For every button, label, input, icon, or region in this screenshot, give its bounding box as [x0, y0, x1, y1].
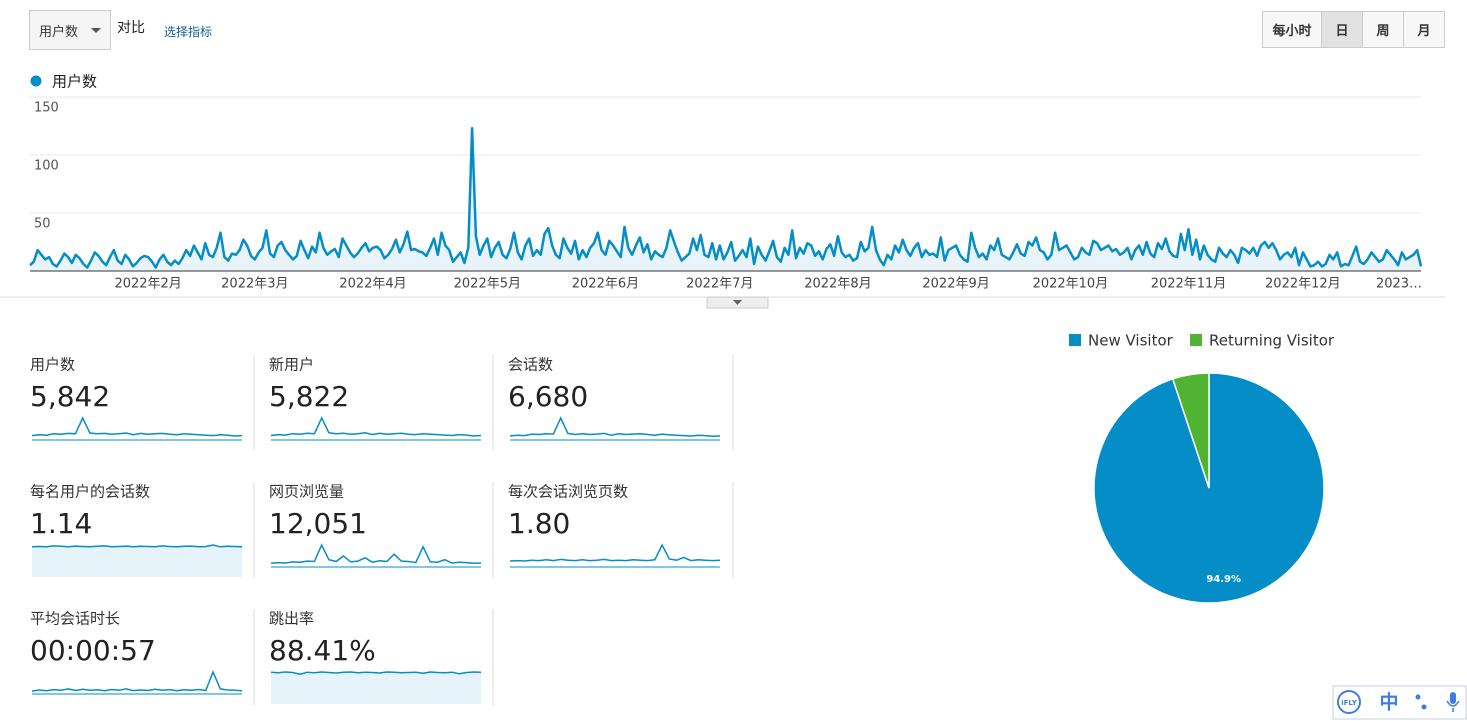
- sparkline: [270, 416, 482, 437]
- line: [29, 127, 1423, 269]
- sparkline: [509, 543, 721, 562]
- y-tick-label: 50: [34, 217, 51, 232]
- scorecard-label: 每次会话浏览页数: [508, 483, 628, 501]
- scorecard-label: 跳出率: [269, 610, 314, 628]
- legend-dot: [30, 75, 42, 87]
- x-tick-label: 2022年8月: [804, 277, 871, 292]
- legend-label: New Visitor: [1088, 332, 1174, 350]
- x-tick-label: 2022年10月: [1033, 277, 1109, 292]
- ime-mic[interactable]: [1450, 692, 1456, 704]
- scorecard-label: 平均会话时长: [30, 610, 120, 628]
- compare-label: 对比: [117, 20, 145, 36]
- scorecard-label: 用户数: [30, 356, 75, 374]
- y-tick-label: 150: [34, 101, 59, 116]
- sparkline: [509, 416, 721, 438]
- data-label: 94.9%: [1206, 574, 1241, 585]
- sparkline: [31, 544, 243, 548]
- legend-label: 用户数: [52, 73, 97, 91]
- period-button[interactable]: 周: [1362, 11, 1404, 48]
- dropdown-arrow: [91, 28, 101, 38]
- pie-slice: [1171, 372, 1210, 489]
- scorecard-value: 5,842: [30, 380, 110, 413]
- spark-area: [32, 545, 242, 577]
- x-tick-label: 2022年4月: [339, 277, 406, 292]
- period-button[interactable]: 日: [1321, 11, 1363, 48]
- x-tick-label: 2023…: [1376, 277, 1422, 292]
- scorecard-value: 12,051: [269, 507, 367, 540]
- ime-mic-stand: [1446, 700, 1460, 712]
- legend-label: Returning Visitor: [1209, 332, 1335, 350]
- sparkline: [31, 670, 243, 692]
- scorecard-value: 00:00:57: [30, 634, 156, 667]
- select-metric-link[interactable]: 选择指标: [164, 25, 213, 39]
- sparkline: [31, 416, 243, 437]
- collapse-arrow: [733, 300, 742, 305]
- metric-dropdown[interactable]: 用户数: [29, 10, 111, 50]
- scorecard-value: 5,822: [269, 380, 349, 413]
- ime-punct-icon: [1421, 704, 1427, 710]
- scorecard-value: 1.14: [30, 507, 92, 540]
- legend-swatch: [1190, 334, 1202, 346]
- scorecard-label: 会话数: [508, 356, 553, 374]
- y-tick-label: 100: [34, 159, 59, 174]
- scorecard-label: 新用户: [269, 356, 314, 374]
- x-tick-label: 2022年5月: [454, 277, 521, 292]
- ime-punct-icon[interactable]: [1415, 694, 1421, 700]
- x-tick-label: 2022年11月: [1151, 277, 1227, 292]
- scorecard-value: 88.41%: [269, 634, 376, 667]
- legend-swatch: [1069, 334, 1081, 346]
- period-button[interactable]: 月: [1403, 11, 1445, 48]
- ime-toolbar: [1332, 685, 1467, 720]
- x-tick-label: 2022年2月: [114, 277, 181, 292]
- ime-logo-ring: [1337, 690, 1361, 714]
- spark-area: [271, 672, 481, 704]
- sparkline: [270, 671, 482, 675]
- x-tick-label: 2022年6月: [572, 277, 639, 292]
- scorecard-label: 每名用户的会话数: [30, 483, 150, 501]
- period-button[interactable]: 每小时: [1262, 11, 1322, 48]
- x-tick-label: 2022年7月: [686, 277, 753, 292]
- scorecard-value: 1.80: [508, 507, 570, 540]
- x-tick-label: 2022年9月: [922, 277, 989, 292]
- sparkline: [270, 543, 482, 565]
- dropdown-label: 用户数: [39, 24, 79, 40]
- x-tick-label: 2022年12月: [1265, 277, 1341, 292]
- x-tick-label: 2022年3月: [221, 277, 288, 292]
- scorecard-label: 网页浏览量: [269, 483, 344, 501]
- ime-lang[interactable]: 中: [1379, 691, 1398, 714]
- scorecard-value: 6,680: [508, 380, 588, 413]
- ime-logo[interactable]: iFLY: [1341, 699, 1358, 707]
